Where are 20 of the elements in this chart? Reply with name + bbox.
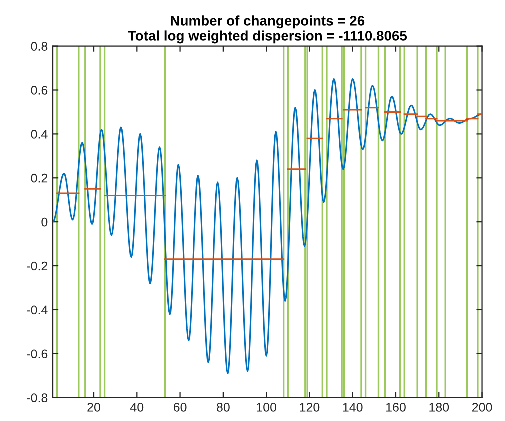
y-tick-label: -0.2 [27, 262, 48, 271]
x-tick-label: 80 [217, 403, 230, 412]
x-tick-label: 120 [300, 403, 320, 412]
x-tick-label: 200 [472, 403, 492, 412]
y-tick-label: 0.8 [31, 42, 48, 51]
y-tick-label: -0.6 [27, 350, 48, 359]
y-tick-label: -0.8 [27, 394, 48, 402]
x-tick-label: 140 [343, 403, 363, 412]
x-tick-label: 160 [386, 403, 406, 412]
x-tick-label: 40 [130, 403, 144, 412]
y-tick-label: 0.2 [31, 174, 48, 183]
x-tick-label: 100 [257, 403, 277, 412]
x-tick-label: 20 [88, 403, 100, 412]
chart-title: Number of changepoints = 26 Total log weighted dispersion = -1110.8065 [128, 16, 408, 44]
y-tick-label: 0.6 [31, 86, 48, 95]
x-tick-label: 60 [174, 403, 187, 412]
y-tick-label: -0.4 [27, 306, 48, 315]
y-tick-label: 0 [42, 218, 48, 227]
x-tick-label: 180 [430, 403, 450, 412]
y-tick-label: 0.4 [31, 130, 48, 139]
